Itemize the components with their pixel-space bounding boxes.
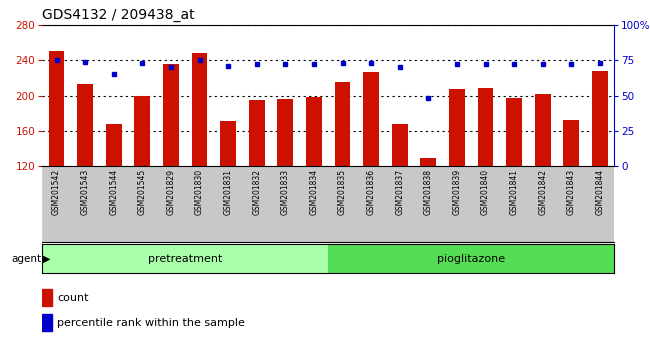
Text: GSM201843: GSM201843 [567, 169, 576, 215]
Text: GSM201833: GSM201833 [281, 169, 290, 215]
Bar [271, 166, 300, 242]
Bar [42, 289, 52, 306]
Bar [392, 124, 408, 166]
Bar [214, 166, 242, 242]
Text: GSM201545: GSM201545 [138, 169, 147, 215]
Bar [506, 98, 522, 166]
Text: GSM201842: GSM201842 [538, 169, 547, 215]
Text: ▶: ▶ [43, 254, 51, 264]
Text: GSM201844: GSM201844 [595, 169, 604, 215]
Text: pretreatment: pretreatment [148, 254, 222, 264]
Text: GSM201837: GSM201837 [395, 169, 404, 215]
Bar [478, 88, 493, 166]
Bar [385, 166, 414, 242]
Bar [471, 166, 500, 242]
Bar [535, 94, 551, 166]
Bar [443, 166, 471, 242]
Bar [414, 166, 443, 242]
Bar [42, 244, 328, 273]
Bar [77, 84, 93, 166]
Bar [128, 166, 157, 242]
Bar [163, 64, 179, 166]
Bar [185, 166, 214, 242]
Bar [449, 89, 465, 166]
Bar [220, 121, 236, 166]
Bar [557, 166, 586, 242]
Bar [249, 100, 265, 166]
Bar [49, 51, 64, 166]
Bar [421, 158, 436, 166]
Text: GSM201831: GSM201831 [224, 169, 233, 215]
Bar [106, 124, 122, 166]
Bar [363, 72, 379, 166]
Bar [564, 120, 579, 166]
Bar [592, 71, 608, 166]
Bar [586, 166, 614, 242]
Text: GSM201832: GSM201832 [252, 169, 261, 215]
Text: GSM201841: GSM201841 [510, 169, 519, 215]
Bar [500, 166, 528, 242]
Bar [192, 53, 207, 166]
Text: GDS4132 / 209438_at: GDS4132 / 209438_at [42, 8, 195, 22]
Text: pioglitazone: pioglitazone [437, 254, 505, 264]
Text: GSM201836: GSM201836 [367, 169, 376, 215]
Bar [328, 244, 614, 273]
Text: GSM201829: GSM201829 [166, 169, 176, 215]
Text: GSM201839: GSM201839 [452, 169, 462, 215]
Bar [157, 166, 185, 242]
Text: GSM201543: GSM201543 [81, 169, 90, 215]
Bar [306, 97, 322, 166]
Bar [528, 166, 557, 242]
Text: GSM201544: GSM201544 [109, 169, 118, 215]
Text: percentile rank within the sample: percentile rank within the sample [57, 318, 245, 327]
Bar [357, 166, 385, 242]
Bar [99, 166, 128, 242]
Text: GSM201840: GSM201840 [481, 169, 490, 215]
Bar [42, 166, 71, 242]
Bar [328, 166, 357, 242]
Bar [135, 96, 150, 166]
Bar [300, 166, 328, 242]
Bar [71, 166, 99, 242]
Text: agent: agent [12, 254, 42, 264]
Text: GSM201835: GSM201835 [338, 169, 347, 215]
Text: count: count [57, 293, 88, 303]
Bar [335, 82, 350, 166]
Text: GSM201542: GSM201542 [52, 169, 61, 215]
Text: GSM201834: GSM201834 [309, 169, 318, 215]
Bar [242, 166, 271, 242]
Text: GSM201838: GSM201838 [424, 169, 433, 215]
Text: GSM201830: GSM201830 [195, 169, 204, 215]
Bar [278, 99, 293, 166]
Bar [42, 314, 52, 331]
